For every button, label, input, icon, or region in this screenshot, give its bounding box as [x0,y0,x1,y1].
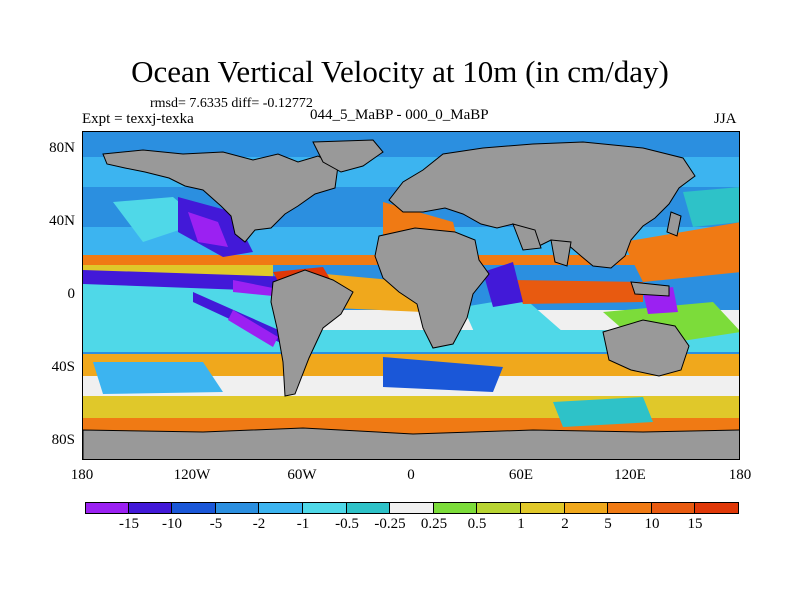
colorbar-swatch [216,502,259,514]
colorbar-swatch [259,502,303,514]
colorbar-swatch [521,502,565,514]
landmass-australia [602,319,690,377]
colorbar-swatch [347,502,390,514]
landmass-greenland [312,139,384,173]
colorbar-label: -5 [209,516,223,532]
x-tick-label: 120W [173,467,211,483]
landmass-japan [666,211,682,237]
stats-text: rmsd= 7.6335 diff= -0.12772 [150,96,313,111]
colorbar [85,502,739,514]
y-tick-label: 40N [49,213,75,229]
colorbar-swatch [390,502,434,514]
colorbar-swatch [652,502,695,514]
colorbar-swatch [695,502,739,514]
colorbar-swatch [608,502,652,514]
colorbar-label: 10 [644,516,660,532]
colorbar-swatch [85,502,129,514]
y-tick-label: 0 [67,286,76,302]
x-tick-label: 120E [614,467,646,483]
landmass-antarctica [83,427,739,459]
colorbar-label: 2 [561,516,569,532]
colorbar-swatch [477,502,521,514]
colorbar-label: -0.25 [374,516,406,532]
landmass-africa [374,227,490,349]
colorbar-label: -15 [119,516,139,532]
colorbar-swatch [303,502,347,514]
landmass-india [550,239,572,267]
colorbar-label: -0.5 [335,516,359,532]
y-tick-label: 80N [49,140,75,156]
experiment-label: Expt = texxj-texka [82,111,194,127]
colorbar-label: 5 [604,516,612,532]
colorbar-swatch [434,502,477,514]
figure-title: Ocean Vertical Velocity at 10m (in cm/da… [131,54,669,89]
map-svg [83,132,739,459]
map-panel [82,131,740,460]
colorbar-swatch [565,502,608,514]
landmass-maritime-continent [630,281,670,297]
colorbar-swatch [129,502,172,514]
y-tick-label: 40S [51,359,75,375]
colorbar-label: -1 [296,516,310,532]
x-tick-label: 180 [70,467,94,483]
period-label: 044_5_MaBP - 000_0_MaBP [310,107,489,123]
colorbar-label: 0.5 [467,516,487,532]
x-tick-label: 60E [508,467,534,483]
landmass-north-america [102,149,339,243]
landmass-south-america [270,269,354,397]
x-tick-label: 0 [407,467,415,483]
colorbar-label: -10 [162,516,182,532]
x-tick-label: 180 [728,467,752,483]
colorbar-label: 15 [687,516,703,532]
colorbar-swatch [172,502,216,514]
landmass-eurasia [388,141,696,269]
colorbar-label: -2 [252,516,266,532]
landmass-arabia [512,223,542,251]
colorbar-label: 1 [517,516,525,532]
land-masses [83,139,739,459]
y-tick-label: 80S [51,432,75,448]
season-label: JJA [714,111,737,127]
x-tick-label: 60W [287,467,317,483]
colorbar-label: 0.25 [420,516,448,532]
